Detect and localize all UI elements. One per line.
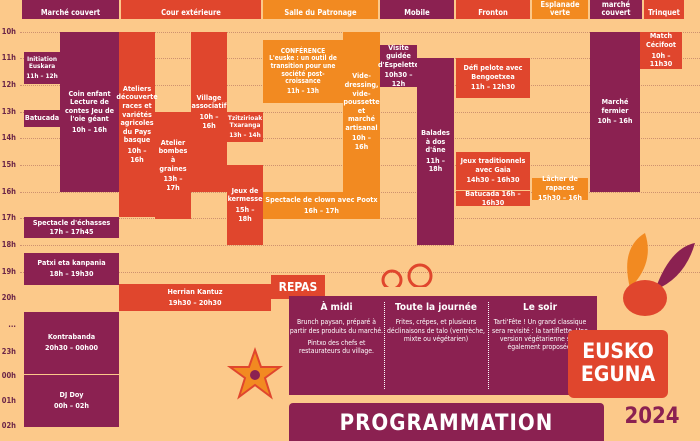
event-village-associatif: Village associatif 10h – 16h: [191, 32, 227, 192]
flower-icon: [226, 346, 284, 400]
event-clown: Spectacle de clown avec Pootx 16h – 17h: [263, 192, 380, 219]
event-defi-pelote: Défi pelote avec Bengoetxea 11h – 12h30: [456, 58, 530, 98]
header-trinquet: Trinquet: [644, 0, 684, 19]
logo-line2: EGUNA: [580, 362, 656, 386]
divider: [384, 302, 385, 389]
header-marche-couvert: Marché couvert: [22, 0, 119, 19]
event-match-cecifoot: Match Cécifoot 10h – 11h30: [640, 31, 682, 69]
event-vide-dressing: Vide-dressing, vide-poussette et marché …: [343, 32, 380, 192]
event-herrian-kantuz: Herrian Kantuz 19h30 – 20h30: [119, 284, 271, 311]
logo-line1: EUSKO: [582, 339, 654, 363]
repas-journee: Toute la journée Frites, crêpes, et plus…: [386, 296, 486, 395]
repas-soir: Le soir Tarti'Fête ! Un grand classique …: [490, 296, 590, 395]
event-kontrabanda: Kontrabanda 20h30 – 00h00: [24, 312, 119, 374]
event-marche-fermier: Marché fermier 10h – 16h: [590, 32, 640, 192]
event-dj-doy: DJ Doy 00h – 02h: [24, 375, 119, 427]
hour-label: 12h: [1, 80, 16, 89]
divider: [488, 302, 489, 389]
repas-midi-title: À midi: [320, 302, 353, 313]
repas-midi-text1: Brunch paysan, préparé à partir des prod…: [289, 318, 384, 335]
leaf-decoration-icon: [623, 233, 695, 316]
grid-line: [20, 245, 700, 246]
header-auvent: Auvent marché couvert: [590, 0, 642, 19]
hour-label: 10h: [1, 27, 16, 36]
header-salle-patronage: Salle du Patronage: [263, 0, 378, 19]
hour-label: 13h: [1, 107, 16, 116]
event-atelier-bombes: Atelier bombes à graines 13h – 17h: [155, 112, 191, 219]
event-jeux-traditionnels: Jeux traditionnels avec Gaia 14h30 – 16h3…: [456, 152, 530, 190]
header-mobile: Mobile: [380, 0, 454, 19]
hour-label: 18h: [1, 240, 16, 249]
event-patxi-eta-kanpania: Patxi eta kanpania 18h – 19h30: [24, 253, 119, 285]
hour-label: 23h: [1, 347, 16, 356]
event-batucada: Batucada: [24, 110, 60, 127]
header-cour-exterieure: Cour extérieure: [121, 0, 261, 19]
event-balades-ane: Balades à dos d'âne 11h – 18h: [417, 58, 454, 245]
hour-label: 14h: [1, 133, 16, 142]
hour-label: 19h: [1, 267, 16, 276]
repas-soir-title: Le soir: [522, 302, 558, 313]
repas-midi-text2: Pintxo des chefs et restaurateurs du vil…: [298, 338, 375, 356]
event-initiation-euskara: Initiation Euskara 11h – 12h: [24, 52, 60, 84]
year: 2024: [624, 404, 680, 429]
event-ateliers-decouverte: Ateliers découverte races et variétés ag…: [116, 32, 158, 217]
hour-label: 11h: [1, 53, 16, 62]
repas-soir-text: Tarti'Fête ! Un grand classique sera rev…: [492, 318, 588, 352]
repas-midi: À midi Brunch paysan, préparé à partir d…: [289, 296, 384, 395]
event-coin-enfant: Coin enfant Lecture de contes Jeu de l'o…: [60, 32, 119, 192]
event-conference: CONFÉRENCE L'euske : un outil de transit…: [263, 40, 343, 103]
event-tzitzirioak: Tzitzirioak Txaranga 13h – 14h: [227, 112, 263, 142]
event-visite-guidee: Visite guidée d'Espelette 10h30 – 12h: [377, 42, 420, 88]
hour-label: 16h: [1, 187, 16, 196]
header-esplanade-verte: Esplanade verte: [532, 0, 588, 19]
repas-panel: À midi Brunch paysan, préparé à partir d…: [289, 296, 597, 395]
hour-label: 17h: [1, 213, 16, 222]
hour-label: 15h: [1, 160, 16, 169]
hour-label: 02h: [1, 421, 16, 430]
grid-line: [20, 272, 700, 273]
programmation-banner: PROGRAMMATION: [289, 403, 604, 441]
hour-label: 20h: [1, 293, 16, 302]
repas-journee-text: Frites, crêpes, et plusieurs déclinaison…: [387, 318, 485, 343]
swirl-icon: [381, 263, 433, 287]
repas-journee-title: Toute la journée: [395, 302, 477, 313]
event-jeux-kermesse: Jeux de kermesse 15h – 18h: [227, 165, 263, 245]
logo-badge: EUSKO EGUNA: [568, 330, 668, 398]
event-spectacle-echasses: Spectacle d'échasses 17h – 17h45: [24, 217, 119, 238]
repas-tag: REPAS: [271, 275, 325, 299]
event-batucada-fronton: Batucada 16h – 16h30: [456, 189, 530, 206]
hour-label: ...: [8, 320, 16, 329]
hour-label: 00h: [1, 371, 16, 380]
header-fronton: Fronton: [456, 0, 530, 19]
hour-label: 01h: [1, 396, 16, 405]
event-lacher-rapaces: Lâcher de rapaces 15h30 – 16h: [532, 174, 588, 202]
